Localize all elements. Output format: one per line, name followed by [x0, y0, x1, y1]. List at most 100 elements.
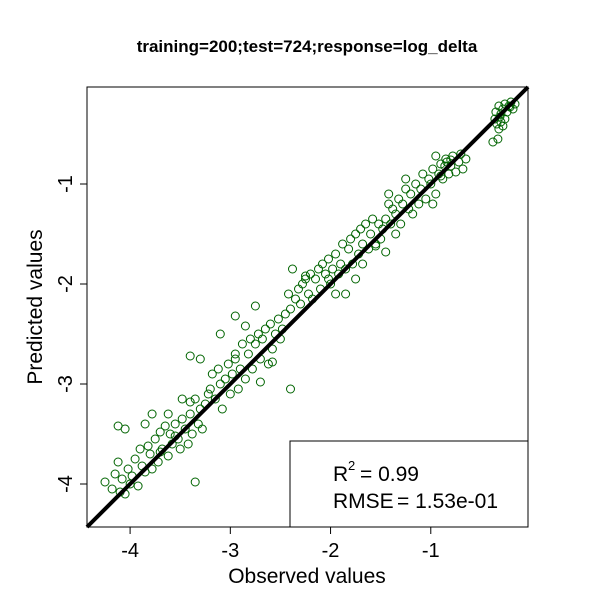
data-point [361, 219, 371, 229]
data-point [458, 164, 468, 174]
y-axis-label: Predicted values [24, 229, 47, 384]
data-point [394, 194, 404, 204]
legend-box-frame [289, 440, 529, 528]
y-axis-ticks: -4 -3 -2 -1 [55, 175, 87, 493]
x-tick-label: -3 [221, 540, 239, 562]
data-point [411, 179, 421, 189]
data-point [175, 444, 185, 454]
data-point [190, 394, 200, 404]
data-point [223, 359, 233, 369]
data-point [243, 349, 253, 359]
data-point [265, 319, 275, 329]
data-point [374, 219, 384, 229]
data-point [456, 149, 466, 159]
data-point [324, 254, 333, 264]
stats-legend-box: R 2 = 0.99 RMSE = 1.53e-01 [289, 440, 529, 528]
x-tick-label: -1 [422, 540, 440, 562]
data-point [294, 284, 303, 294]
data-point [215, 379, 225, 389]
data-point [490, 114, 500, 124]
data-point [135, 444, 145, 454]
r2-label: R [333, 463, 348, 486]
y-tick-label: -1 [55, 175, 77, 193]
x-tick-label: -2 [322, 540, 340, 562]
data-point [344, 244, 354, 254]
data-point [240, 321, 250, 331]
data-point [418, 169, 428, 179]
data-point [298, 279, 307, 289]
data-point [500, 114, 510, 124]
data-point [386, 219, 396, 229]
data-point [508, 104, 518, 114]
data-point [183, 439, 193, 449]
data-point [338, 239, 348, 249]
data-point [250, 339, 260, 349]
data-point [384, 189, 394, 199]
data-point [331, 249, 341, 259]
data-point [107, 484, 117, 494]
data-point [123, 464, 133, 474]
data-point [421, 194, 431, 204]
data-point [113, 457, 123, 467]
data-point [428, 199, 438, 209]
data-point [170, 419, 180, 429]
data-point [488, 137, 498, 147]
data-point [230, 311, 240, 321]
data-point [366, 229, 376, 239]
data-point [150, 434, 160, 444]
data-point [147, 409, 157, 419]
data-point [336, 259, 346, 269]
data-point [406, 189, 416, 199]
data-point [195, 354, 205, 364]
data-point [398, 199, 408, 209]
data-point [414, 199, 424, 209]
y-tick-label: -3 [55, 375, 77, 393]
data-point [177, 414, 187, 424]
data-point [217, 404, 227, 414]
data-point [301, 274, 310, 284]
data-point [401, 184, 411, 194]
data-point [431, 189, 441, 199]
x-tick-label: -4 [121, 540, 139, 562]
data-point [438, 174, 448, 184]
reference-line [85, 85, 530, 529]
data-point [197, 424, 207, 434]
data-point [220, 374, 230, 384]
data-point [207, 369, 217, 379]
data-point [288, 264, 297, 274]
data-point [351, 229, 361, 239]
x-axis-label: Observed values [228, 565, 386, 588]
data-point [240, 374, 250, 384]
rmse-label: RMSE [333, 490, 394, 513]
data-point [163, 409, 173, 419]
data-point [165, 429, 175, 439]
data-point [237, 339, 247, 349]
data-point [391, 229, 401, 239]
data-point [163, 451, 173, 461]
data-point [381, 247, 391, 257]
data-point [304, 289, 313, 299]
data-point [257, 334, 267, 344]
data-point [203, 389, 213, 399]
data-point [324, 274, 333, 284]
data-point [267, 344, 277, 354]
data-point [177, 394, 187, 404]
data-point [321, 269, 330, 279]
data-point [227, 369, 237, 379]
data-point [326, 279, 336, 289]
data-point [233, 384, 243, 394]
r2-value: = 0.99 [360, 463, 419, 486]
data-point [301, 271, 310, 281]
data-point [396, 219, 406, 229]
data-point [493, 134, 503, 144]
data-point [424, 174, 434, 184]
data-point [180, 424, 190, 434]
data-point [306, 269, 315, 279]
data-point [253, 329, 263, 339]
data-point [143, 441, 153, 451]
data-point [368, 214, 378, 224]
data-point [260, 324, 270, 334]
data-point [160, 421, 170, 431]
data-point [280, 309, 290, 319]
